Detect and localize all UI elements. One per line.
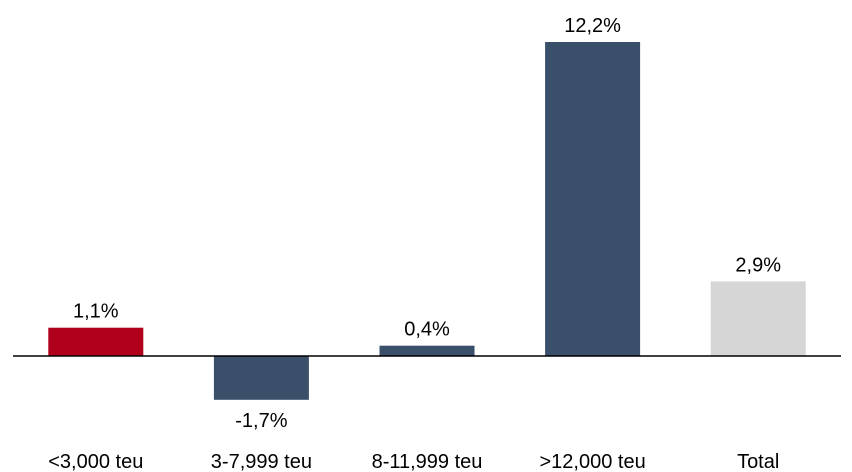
bar-total — [710, 281, 806, 356]
category-label: Total — [737, 451, 779, 472]
bars-layer — [48, 42, 806, 400]
category-label: 3-7,999 teu — [211, 451, 312, 472]
category-label: >12,000 teu — [539, 451, 645, 472]
bar-12-000-teu — [545, 42, 641, 356]
bar-8-11-999-teu — [379, 345, 475, 356]
value-label: 0,4% — [404, 319, 450, 341]
value-labels-layer: 1,1% -1,7% 0,4% 12,2% 2,9% — [73, 15, 781, 432]
bar-3-7-999-teu — [213, 356, 309, 400]
category-label: 8-11,999 teu — [372, 451, 483, 472]
value-label: 2,9% — [735, 254, 781, 276]
value-label: 12,2% — [564, 15, 621, 37]
category-labels-layer: <3,000 teu 3-7,999 teu 8-11,999 teu >12,000… — [48, 451, 779, 472]
category-label: <3,000 teu — [48, 451, 143, 472]
value-label: -1,7% — [235, 410, 287, 432]
value-label: 1,1% — [73, 301, 119, 323]
bar-3-000-teu — [48, 327, 144, 356]
